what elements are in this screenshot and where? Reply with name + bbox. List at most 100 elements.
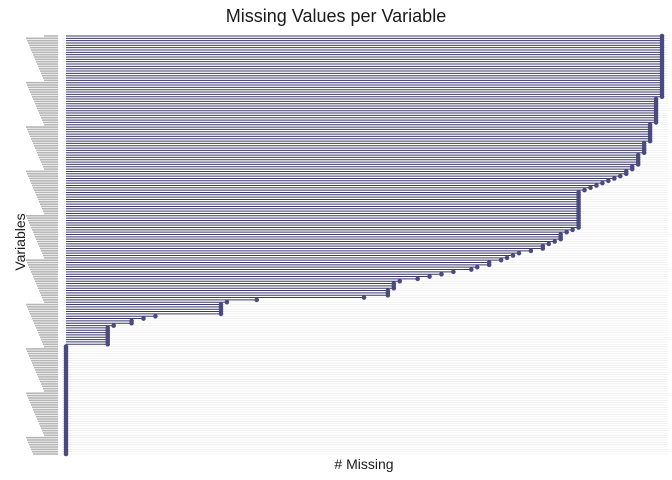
lollipop-point	[451, 269, 456, 275]
y-tick-label	[42, 208, 58, 210]
y-tick-label	[39, 67, 58, 70]
lollipop-point	[564, 229, 569, 235]
y-tick-label	[28, 42, 58, 44]
y-tick-label	[30, 401, 58, 404]
lollipop-point	[254, 297, 260, 303]
y-tick-label	[29, 44, 58, 47]
y-tick-label	[38, 243, 58, 245]
y-tick-label	[44, 257, 58, 259]
y-tick-label	[29, 88, 58, 91]
y-tick-label	[34, 189, 58, 191]
y-tick-label	[40, 292, 58, 294]
y-tick-label	[37, 63, 58, 65]
y-tick-label	[27, 128, 58, 131]
y-tick-label	[29, 266, 58, 268]
lollipop-point	[653, 120, 659, 125]
y-tick-label	[30, 91, 58, 93]
x-axis-label: # Missing	[334, 456, 394, 472]
y-tick-label	[35, 147, 58, 149]
y-tick-label	[44, 123, 58, 126]
lollipop-point	[504, 255, 510, 261]
lollipop-point	[153, 313, 158, 319]
y-tick-label	[32, 229, 58, 231]
y-tick-label	[26, 37, 58, 40]
y-tick-label	[40, 247, 58, 250]
y-tick-label	[36, 238, 58, 240]
y-tick-label	[34, 56, 58, 58]
y-tick-label	[33, 275, 58, 278]
lollipop-point	[582, 187, 587, 193]
y-tick-label	[39, 289, 58, 292]
y-tick-label	[31, 182, 58, 184]
y-tick-label	[40, 158, 58, 161]
lollipop-point	[576, 225, 581, 230]
y-tick-label	[31, 226, 58, 229]
y-tick-label	[26, 170, 58, 173]
lollipop-point	[606, 178, 611, 184]
y-tick-label	[43, 77, 58, 79]
y-tick-label	[32, 184, 58, 187]
y-tick-label	[44, 345, 58, 348]
y-tick-label	[37, 285, 58, 287]
y-tick-label	[35, 236, 58, 238]
y-tick-label	[35, 280, 58, 282]
y-tick-label	[39, 422, 58, 425]
y-tick-label	[28, 397, 58, 399]
y-tick-label	[30, 135, 58, 138]
y-tick-label	[33, 320, 58, 322]
y-tick-label	[32, 450, 58, 453]
y-tick-label	[27, 172, 58, 175]
lollipop-point	[510, 253, 516, 258]
lollipop-point	[361, 295, 367, 300]
y-tick-label	[37, 151, 58, 154]
lollipop-point	[617, 173, 623, 179]
y-tick-label	[38, 331, 58, 334]
lollipop-point	[397, 278, 403, 284]
lollipop-point	[540, 246, 546, 251]
lollipop-point	[588, 185, 593, 191]
y-tick-label	[30, 46, 58, 49]
y-tick-label	[38, 376, 58, 378]
y-tick-label	[36, 60, 58, 63]
y-tick-label	[40, 336, 58, 339]
y-tick-label	[35, 413, 58, 416]
y-tick-label	[44, 212, 58, 215]
lollipop-point	[427, 274, 432, 279]
lollipop-point	[486, 262, 492, 268]
y-tick-label	[37, 373, 58, 376]
lollipop-point	[129, 320, 134, 326]
y-tick-label	[44, 35, 58, 37]
y-tick-label	[28, 308, 58, 311]
y-tick-label	[39, 378, 58, 381]
y-tick-label	[26, 436, 58, 439]
lollipop-point	[63, 451, 69, 457]
y-tick-label	[38, 198, 58, 201]
y-tick-label	[41, 116, 58, 119]
y-tick-label	[31, 315, 58, 318]
lollipop-point	[594, 183, 599, 188]
y-tick-label	[34, 100, 58, 103]
y-tick-label	[39, 112, 58, 114]
y-tick-label	[35, 58, 58, 61]
y-tick-labels	[26, 35, 58, 455]
y-tick-label	[28, 441, 58, 444]
lollipop-point	[224, 299, 230, 305]
y-tick-label	[41, 338, 58, 341]
y-tick-label	[29, 443, 58, 446]
y-tick-label	[32, 140, 58, 142]
y-tick-label	[31, 404, 58, 406]
y-tick-label	[34, 322, 58, 325]
y-tick-label	[28, 264, 58, 266]
y-tick-label	[28, 175, 58, 177]
y-tick-label	[43, 387, 58, 390]
y-tick-label	[27, 394, 58, 397]
y-tick-label	[27, 439, 58, 441]
y-tick-label	[43, 210, 58, 212]
y-tick-label	[33, 408, 58, 411]
lollipop-point	[474, 264, 480, 270]
y-tick-label	[30, 446, 58, 448]
y-tick-label	[32, 406, 58, 409]
y-tick-label	[27, 39, 58, 42]
y-tick-label	[43, 432, 58, 434]
y-tick-label	[34, 233, 58, 236]
